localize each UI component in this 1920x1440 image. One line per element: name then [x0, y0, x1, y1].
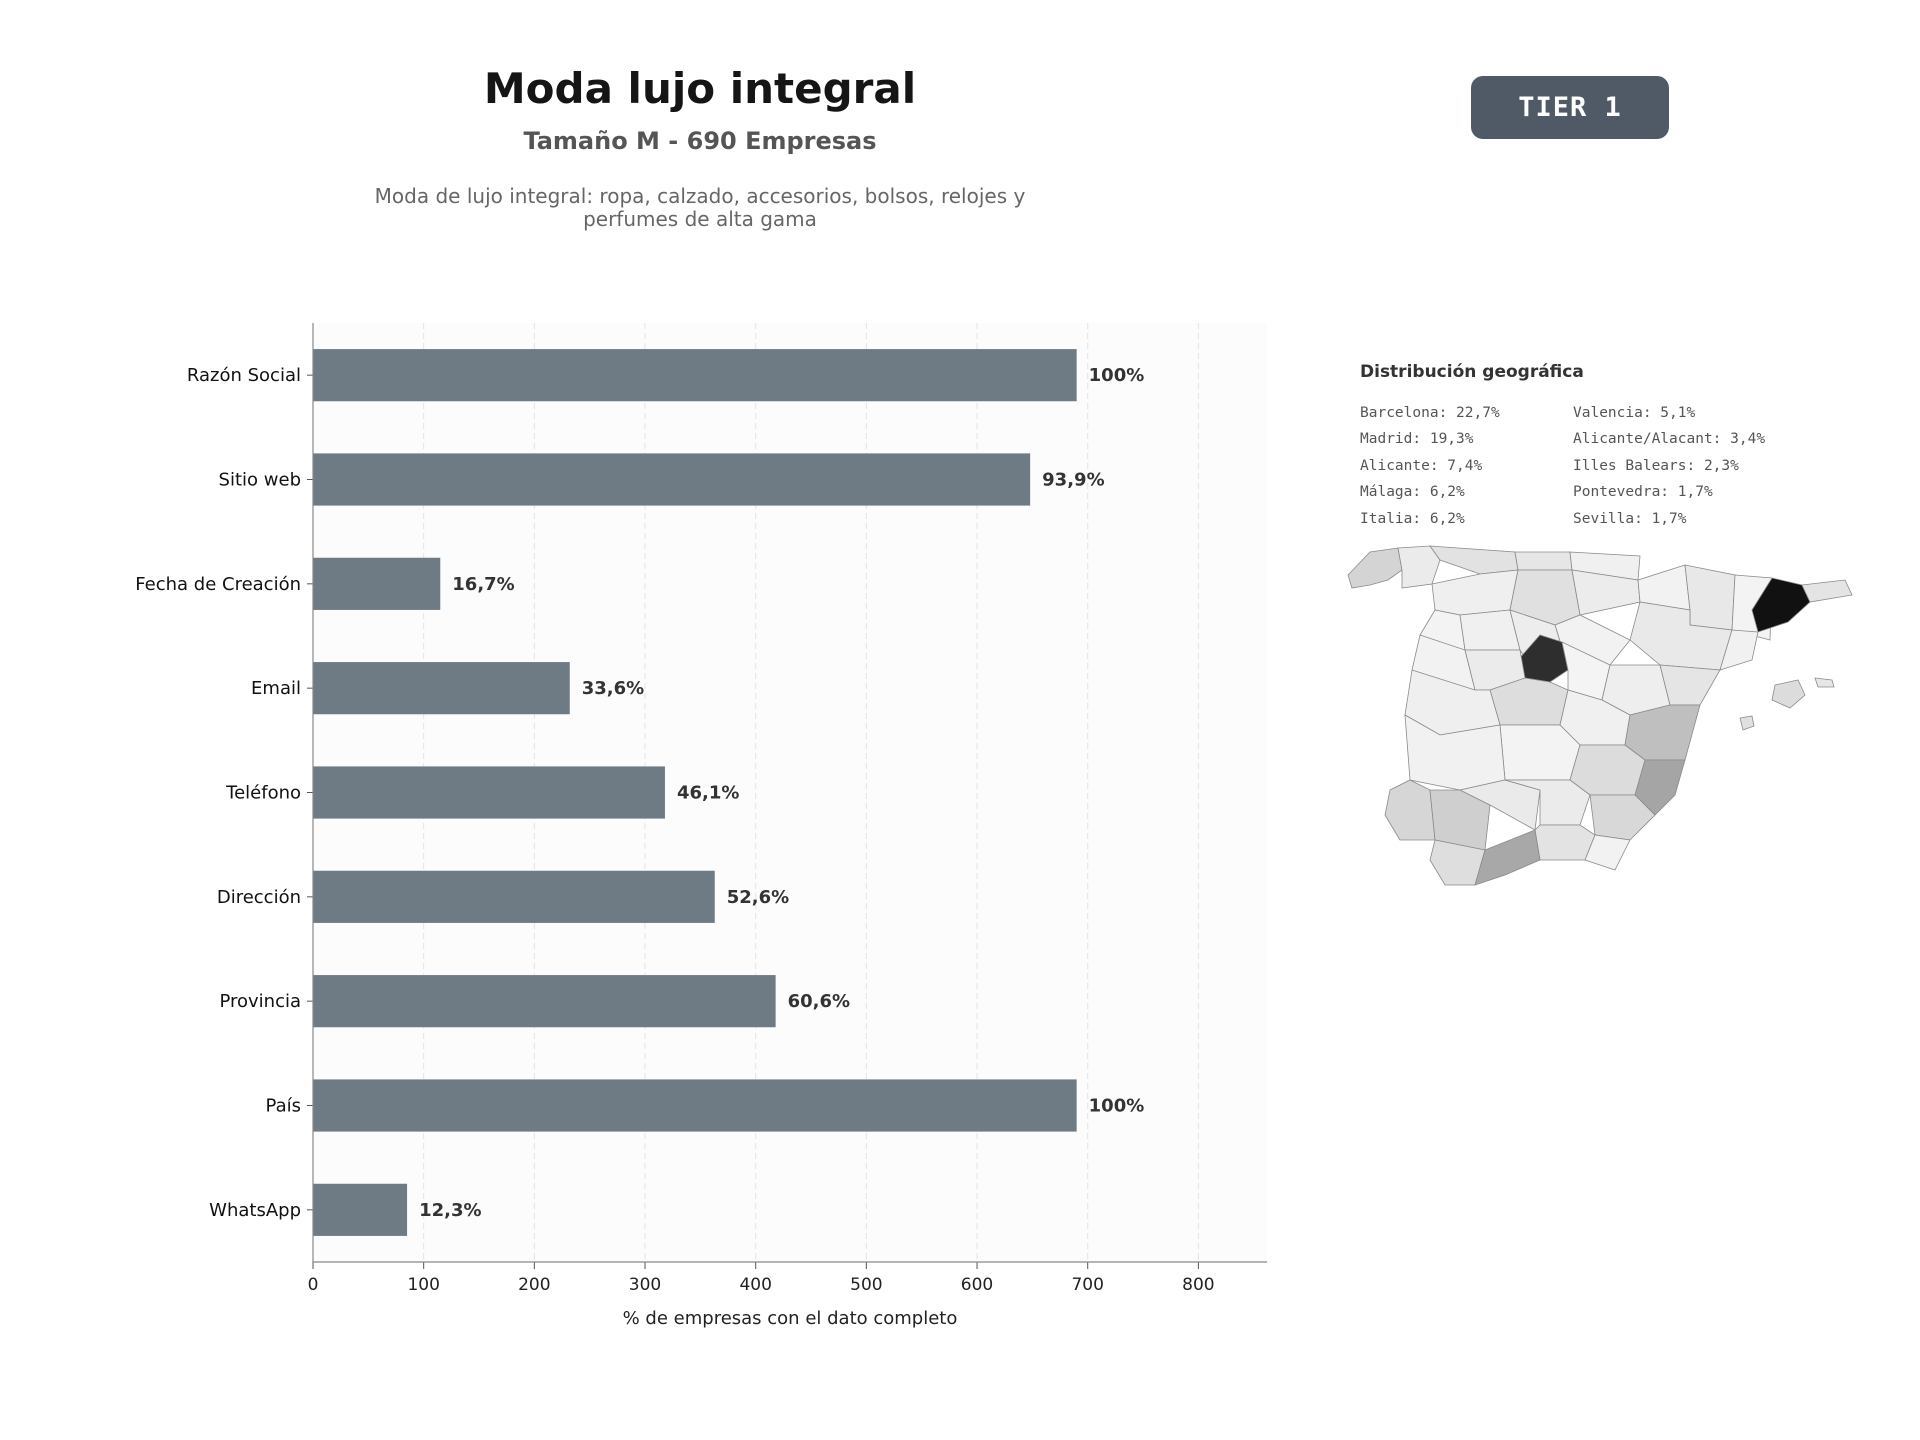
map-region-mallorca — [1771, 679, 1806, 709]
bar — [313, 975, 776, 1028]
category-label: Sitio web — [219, 470, 301, 491]
category-label: Teléfono — [225, 783, 301, 804]
map-region-almeria — [1584, 834, 1631, 871]
map-region-valladolid — [1459, 609, 1521, 651]
category-label: País — [266, 1096, 301, 1117]
map-region-ibiza — [1739, 715, 1755, 731]
category-label: Fecha de Creación — [135, 574, 301, 595]
category-label: Razón Social — [187, 365, 301, 386]
map-region-huelva — [1384, 779, 1436, 841]
map-region-cordoba — [1458, 779, 1541, 831]
map-region-valencia — [1624, 704, 1701, 761]
map-region-tarragona — [1719, 629, 1759, 671]
category-label: WhatsApp — [209, 1200, 301, 1221]
map-region-cantabria — [1514, 551, 1573, 571]
completeness-bar-chart: 0 100 200 300 400 500 600 700 800 Razón Social 100… — [135, 323, 1267, 1329]
map-region-albacete — [1569, 744, 1646, 796]
geo-list-left: Barcelona: 22,7% Madrid: 19,3% Alicante: 7… — [1360, 400, 1500, 532]
x-tick-label: 600 — [961, 1275, 993, 1295]
geo-item: Madrid: 19,3% — [1360, 431, 1474, 448]
bar — [313, 557, 441, 610]
data-label: 60,6% — [788, 991, 850, 1012]
data-label: 12,3% — [419, 1200, 481, 1221]
map-islands — [1739, 677, 1835, 731]
map-region-pontevedra — [1347, 547, 1403, 589]
bar — [313, 1079, 1077, 1132]
x-tick-label: 400 — [739, 1275, 771, 1295]
map-region-malaga — [1474, 829, 1541, 886]
geo-title: Distribución geográfica — [1360, 362, 1584, 382]
map-region-sevilla — [1429, 789, 1491, 851]
map-region-ciudad-real — [1499, 724, 1581, 781]
map-regions — [1347, 545, 1853, 886]
x-tick-label: 0 — [308, 1275, 319, 1295]
geo-item: Illes Balears: 2,3% — [1573, 457, 1739, 474]
geo-item: Alicante: 7,4% — [1360, 457, 1483, 474]
data-label: 46,1% — [677, 783, 739, 804]
map-region-alicante — [1634, 759, 1686, 816]
data-label: 93,9% — [1042, 470, 1104, 491]
x-axis-label: % de empresas con el dato completo — [623, 1308, 958, 1329]
data-label: 100% — [1089, 365, 1145, 386]
geo-item: Barcelona: 22,7% — [1360, 405, 1500, 421]
geo-item: Italia: 6,2% — [1360, 510, 1465, 527]
x-tick-label: 800 — [1182, 1275, 1214, 1295]
x-tick-label: 700 — [1071, 1275, 1103, 1295]
x-tick-label: 500 — [850, 1275, 882, 1295]
geo-item: Alicante/Alacant: 3,4% — [1573, 431, 1766, 448]
page-subtitle: Tamaño M - 690 Empresas — [523, 127, 877, 155]
geo-list-right: Valencia: 5,1% Alicante/Alacant: 3,4% Ille… — [1573, 400, 1765, 532]
map-region-leon — [1431, 569, 1519, 616]
x-tick-label: 200 — [518, 1275, 550, 1295]
data-label: 33,6% — [582, 678, 644, 699]
data-label: 52,6% — [727, 887, 789, 908]
geo-item: Pontevedra: 1,7% — [1573, 484, 1713, 501]
map-region-murcia — [1589, 794, 1656, 841]
data-label: 16,7% — [452, 574, 514, 595]
page-title: Moda lujo integral — [483, 64, 917, 113]
x-tick-label: 300 — [629, 1275, 661, 1295]
map-region-menorca — [1814, 677, 1835, 688]
bar — [313, 453, 1031, 506]
bar — [313, 662, 570, 715]
tier-badge: TIER 1 — [1471, 76, 1669, 139]
bar — [313, 349, 1077, 402]
data-label: 100% — [1089, 1096, 1145, 1117]
geo-item: Sevilla: 1,7% — [1573, 510, 1687, 527]
map-region-cadiz — [1429, 839, 1486, 886]
bar — [313, 766, 665, 819]
geo-item: Valencia: 5,1% — [1573, 405, 1696, 421]
bar — [313, 870, 715, 923]
spain-map — [1347, 545, 1853, 886]
geo-item: Málaga: 6,2% — [1360, 484, 1465, 501]
map-region-granada — [1534, 824, 1596, 861]
map-region-castellon — [1659, 664, 1721, 706]
category-label: Dirección — [217, 887, 301, 908]
bar — [313, 1183, 408, 1236]
category-label: Provincia — [219, 991, 301, 1012]
map-region-lugo — [1397, 545, 1441, 589]
x-tick-label: 100 — [407, 1275, 439, 1295]
map-region-huesca — [1684, 564, 1736, 631]
category-label: Email — [251, 678, 301, 699]
map-region-asturias — [1429, 545, 1519, 575]
map-region-girona — [1801, 579, 1853, 603]
page-description: Moda de lujo integral: ropa, calzado, ac… — [374, 184, 1026, 231]
